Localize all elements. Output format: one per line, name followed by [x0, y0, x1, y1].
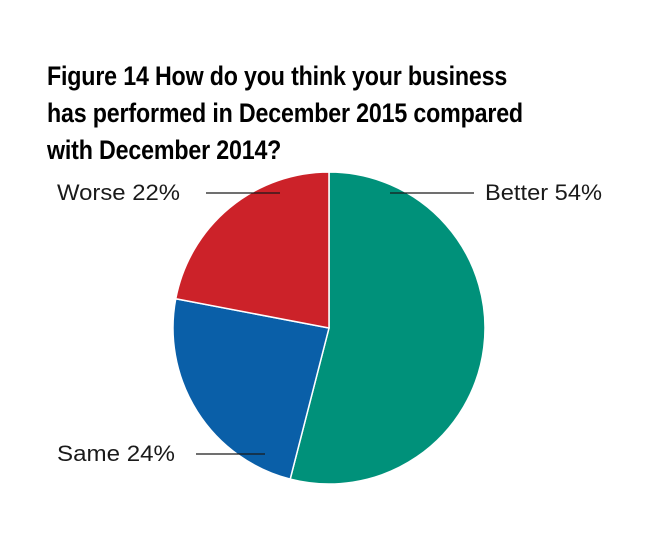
chart-title-line-3: with December 2014?: [47, 135, 282, 165]
pie-slice-better: [289, 171, 486, 485]
pie-slice-same: [172, 297, 330, 481]
slice-label-worse: Worse 22%: [57, 180, 180, 205]
slice-label-same: Same 24%: [57, 441, 175, 466]
pie-slice-worse: [174, 171, 330, 329]
chart-title-line-1: Figure 14 How do you think your business: [47, 61, 508, 91]
slice-label-better: Better 54%: [485, 180, 602, 205]
chart-title: Figure 14 How do you think your business…: [47, 58, 554, 169]
chart-title-line-2: has performed in December 2015 compared: [47, 98, 523, 128]
